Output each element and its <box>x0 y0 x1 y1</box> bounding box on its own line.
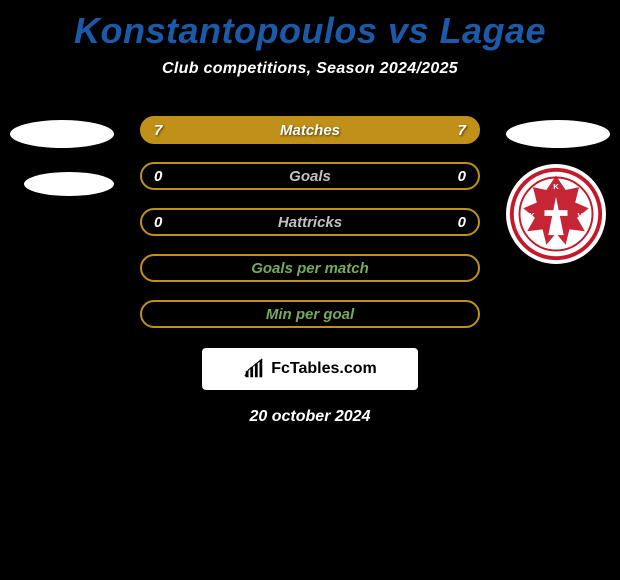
svg-text:K: K <box>553 182 559 191</box>
left-team-badges <box>10 120 114 208</box>
kv-kortrijk-badge: K K V <box>506 164 606 264</box>
page-title: Konstantopoulos vs Lagae <box>74 10 546 52</box>
team-ellipse-placeholder <box>24 172 114 196</box>
stat-right-value: 0 <box>458 168 466 185</box>
fctables-logo: FcTables.com <box>202 348 418 390</box>
stat-left-value: 0 <box>154 214 162 231</box>
stat-left-value: 0 <box>154 168 162 185</box>
comparison-card: Konstantopoulos vs Lagae Club competitio… <box>0 0 620 580</box>
date-label: 20 october 2024 <box>250 408 371 426</box>
stat-right-value: 0 <box>458 214 466 231</box>
stat-row: Goals per match <box>140 254 480 282</box>
stat-label: Hattricks <box>278 214 342 231</box>
svg-text:V: V <box>577 211 583 220</box>
subtitle: Club competitions, Season 2024/2025 <box>162 60 458 78</box>
stat-label: Matches <box>280 122 340 139</box>
team-ellipse-placeholder <box>506 120 610 148</box>
right-team-badges: K K V <box>506 120 610 264</box>
stat-label: Goals per match <box>251 260 369 277</box>
stat-right-value: 7 <box>458 122 466 139</box>
stats-table: 7 Matches 7 0 Goals 0 0 Hattricks 0 Goals per mat… <box>140 116 480 328</box>
team-ellipse-placeholder <box>10 120 114 148</box>
stat-row: Min per goal <box>140 300 480 328</box>
logo-text: FcTables.com <box>271 360 377 378</box>
stat-label: Goals <box>289 168 331 185</box>
stat-row: 0 Goals 0 <box>140 162 480 190</box>
stat-label: Min per goal <box>266 306 354 323</box>
stat-row: 7 Matches 7 <box>140 116 480 144</box>
stat-row: 0 Hattricks 0 <box>140 208 480 236</box>
svg-text:K: K <box>529 211 535 220</box>
stat-left-value: 7 <box>154 122 162 139</box>
bar-chart-icon <box>243 358 265 380</box>
